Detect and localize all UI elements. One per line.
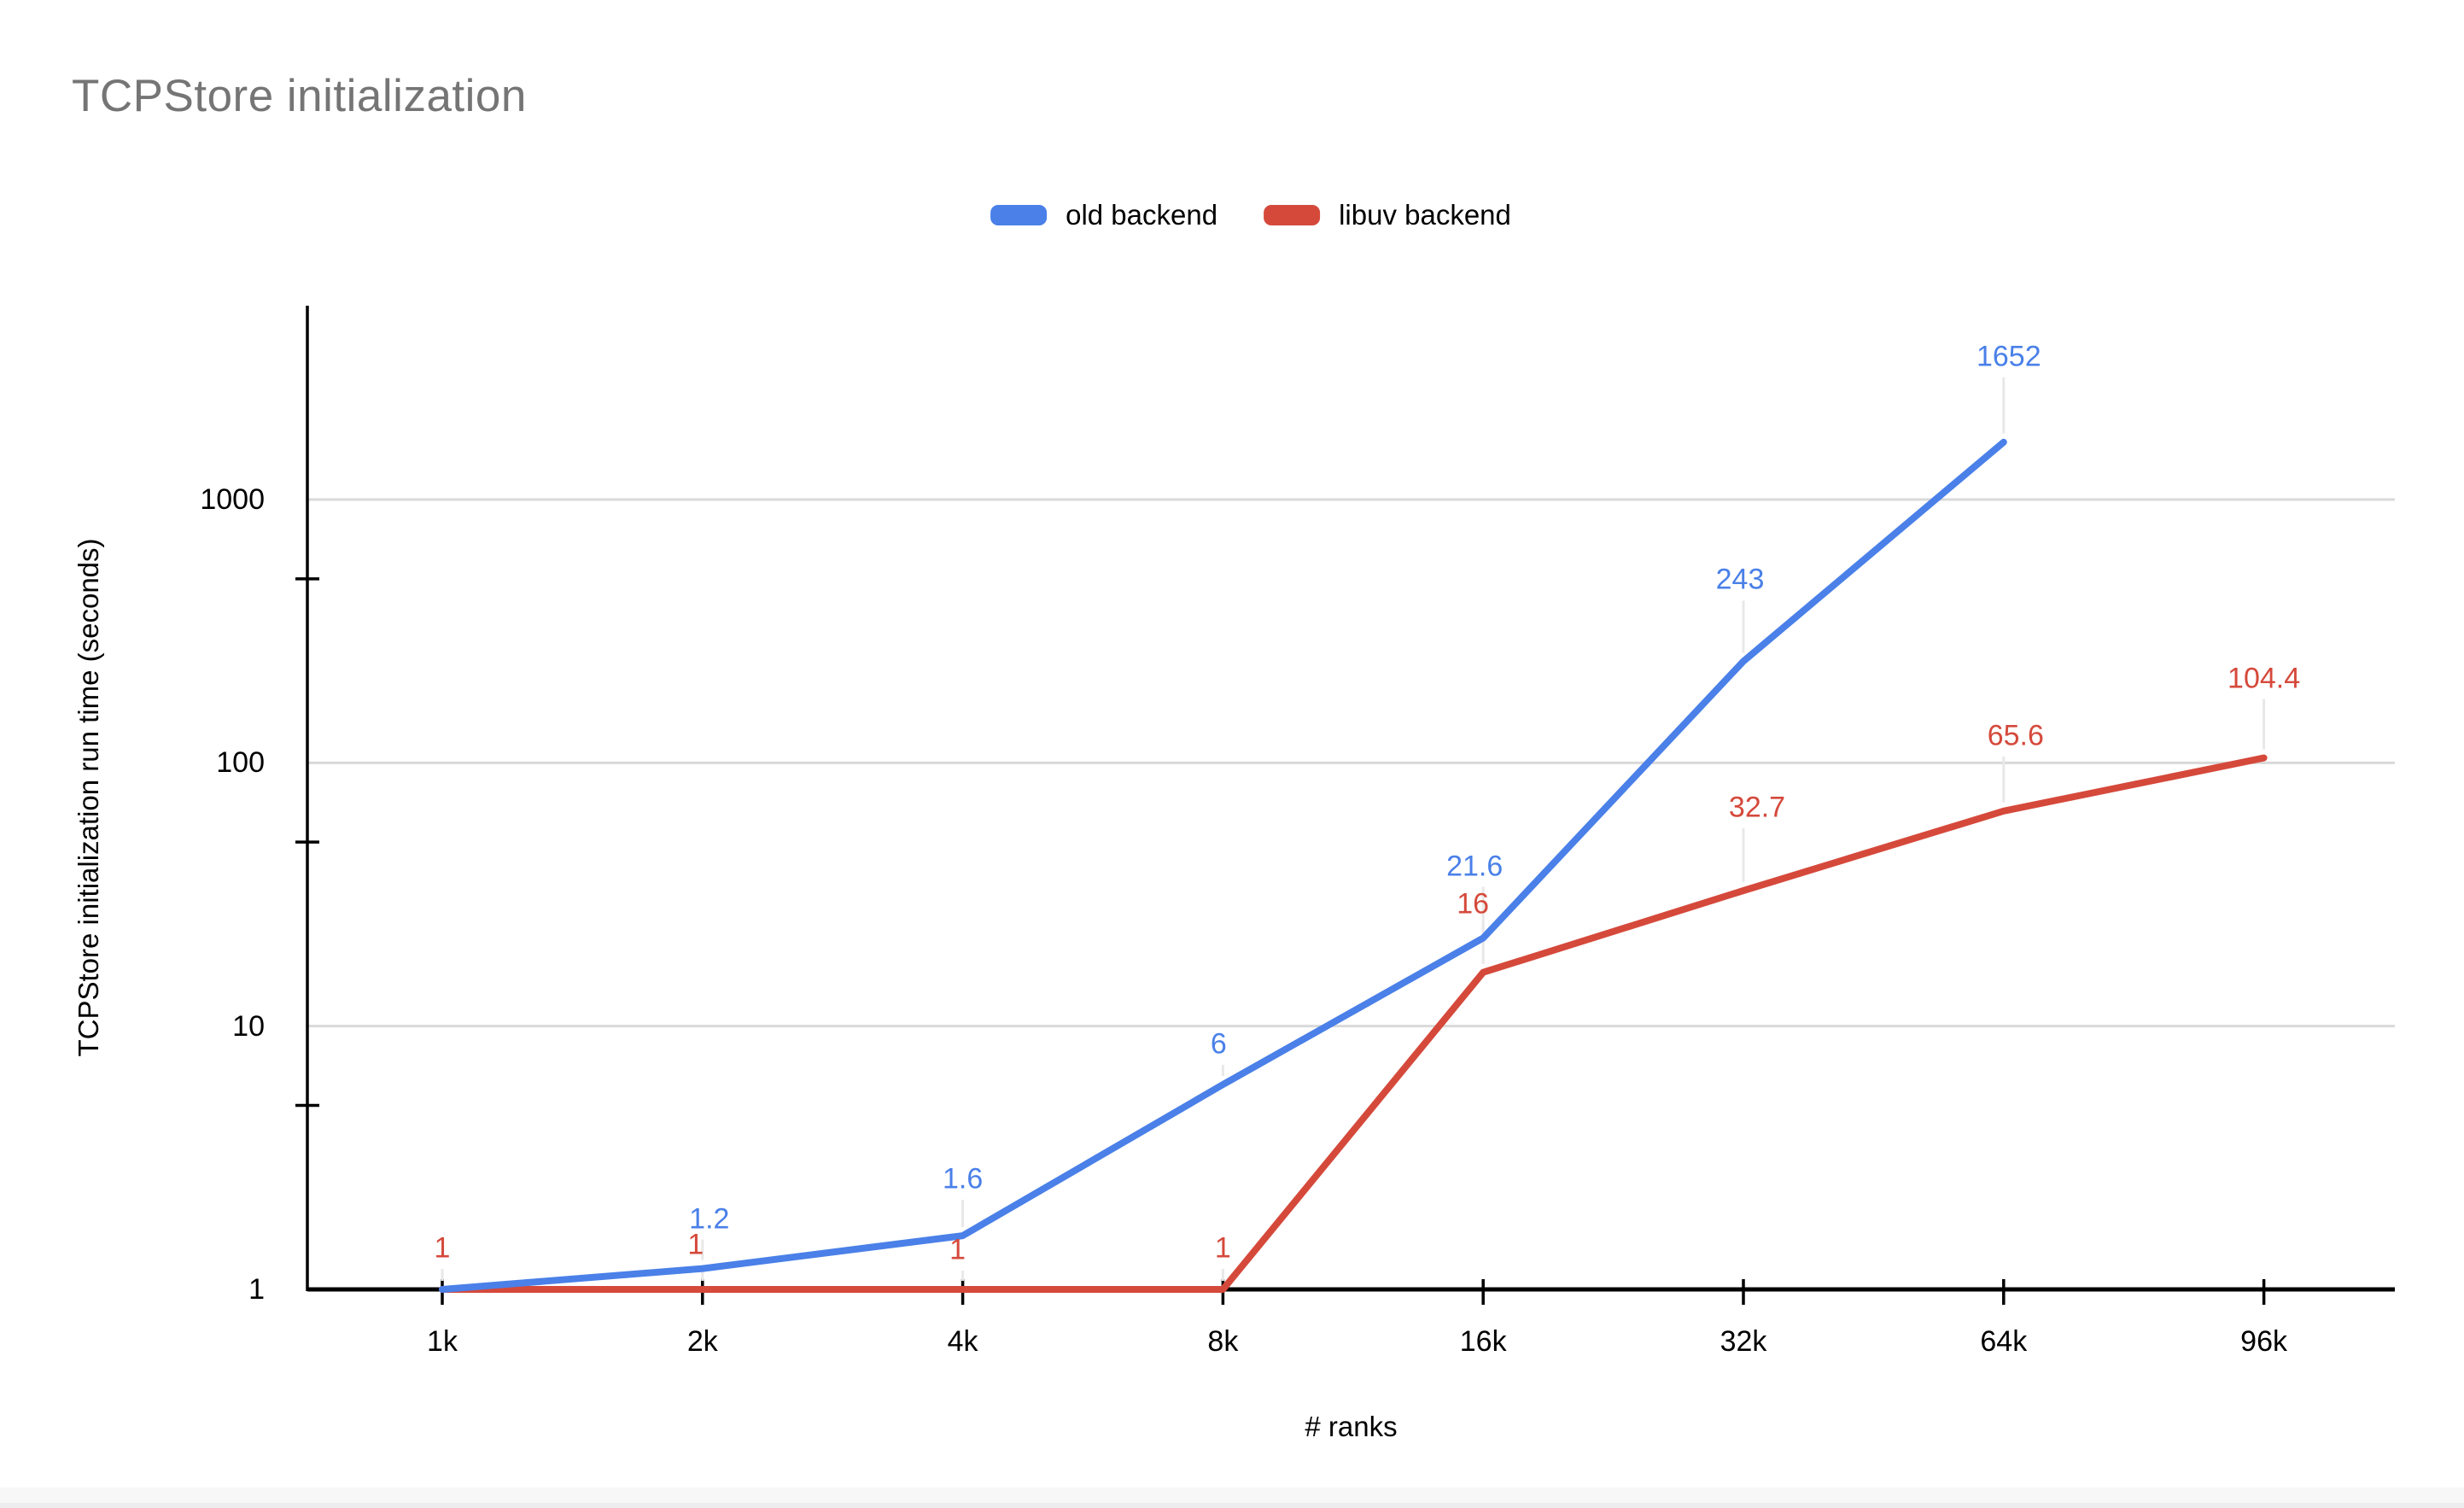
series-line-old-backend[interactable] [439, 438, 2007, 1293]
legend-item-old-backend[interactable]: old backend [990, 199, 1217, 231]
data-label-old-backend-16k: 21.6 [1446, 850, 1504, 883]
x-tick-label-4k: 4k [947, 1325, 978, 1358]
data-label-libuv-backend-1k: 1 [434, 1231, 451, 1265]
y-axis-title: TCPStore initialization run time (second… [73, 538, 104, 1057]
y-tick-label-10: 10 [232, 1009, 265, 1043]
data-label-old-backend-32k: 243 [1715, 563, 1765, 596]
legend: old backend libuv backend [990, 199, 1511, 231]
y-tick-label-1: 1 [248, 1273, 265, 1306]
x-tick-label-16k: 16k [1459, 1325, 1507, 1358]
x-axis-title: # ranks [1305, 1411, 1398, 1442]
x-tick-label-1k: 1k [427, 1325, 458, 1358]
legend-label: old backend [1066, 199, 1218, 231]
bottom-band-edge [0, 1503, 2464, 1508]
data-label-libuv-backend-16k: 16 [1457, 887, 1490, 921]
data-label-old-backend-2k: 1.2 [689, 1202, 730, 1236]
data-label-old-backend-64k: 1652 [1976, 340, 2041, 373]
chart-title: TCPStore initialization [72, 71, 527, 121]
x-tick-label-8k: 8k [1207, 1325, 1239, 1358]
data-label-libuv-backend-2k: 1 [687, 1228, 704, 1261]
data-label-libuv-backend-64k: 65.6 [1987, 719, 2044, 752]
y-tick-label-1000: 1000 [200, 483, 265, 516]
legend-label: libuv backend [1339, 199, 1511, 231]
data-label-old-backend-8k: 6 [1210, 1027, 1227, 1061]
data-label-libuv-backend-32k: 32.7 [1728, 791, 1786, 824]
data-label-libuv-backend-8k: 1 [1214, 1231, 1231, 1265]
legend-item-libuv-backend[interactable]: libuv backend [1264, 199, 1511, 231]
legend-swatch-old-backend [990, 205, 1048, 225]
data-label-libuv-backend-96k: 104.4 [2228, 662, 2301, 695]
series-line-libuv-backend[interactable] [439, 754, 2268, 1293]
x-tick-label-96k: 96k [2240, 1325, 2288, 1358]
x-tick-label-2k: 2k [686, 1325, 718, 1358]
x-tick-label-64k: 64k [1980, 1325, 2028, 1358]
data-label-libuv-backend-4k: 1 [949, 1233, 966, 1266]
y-tick-label-100: 100 [216, 746, 265, 780]
legend-swatch-libuv-backend [1264, 205, 1321, 225]
x-tick-label-32k: 32k [1720, 1325, 1767, 1358]
data-label-old-backend-4k: 1.6 [942, 1162, 984, 1195]
